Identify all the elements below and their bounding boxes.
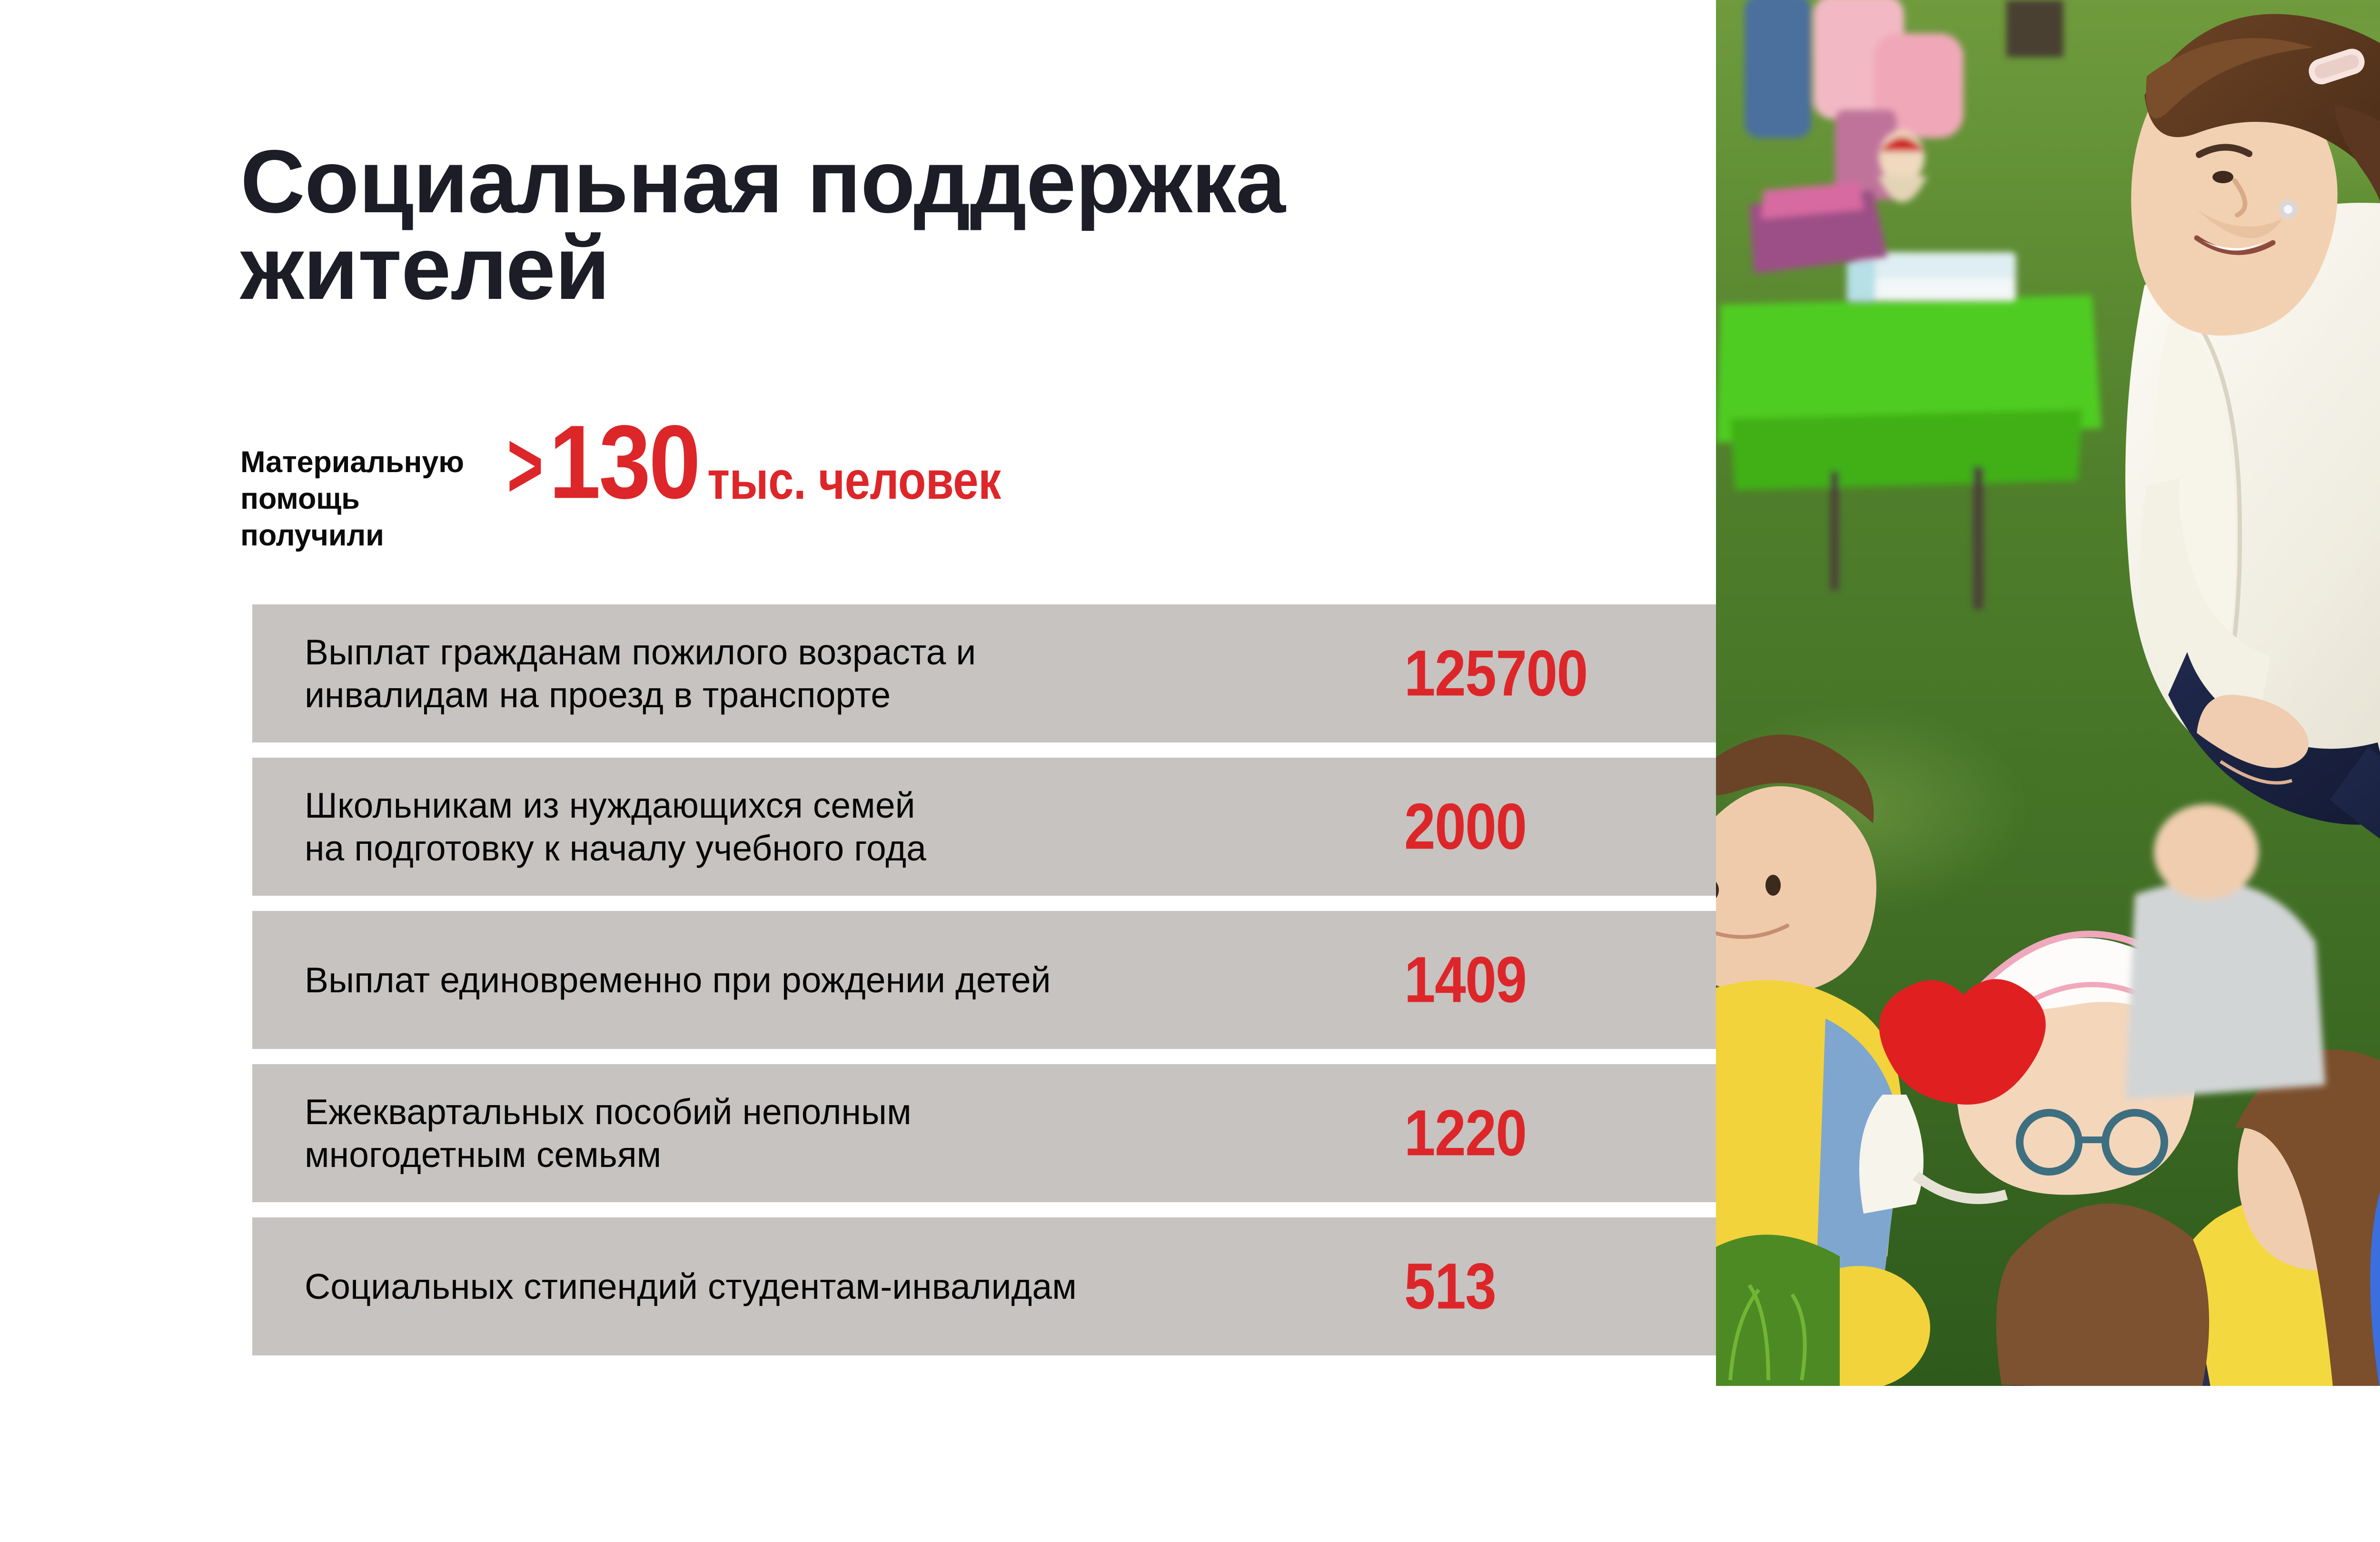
table-row-label-line-1: Социальных стипендий студентам-инвалидам bbox=[305, 1266, 1077, 1306]
slide-photo bbox=[1716, 0, 2380, 1386]
table-row-label-line-2: на подготовку к началу учебного года bbox=[305, 828, 926, 868]
table-row-label-line-1: Выплат единовременно при рождении детей bbox=[305, 960, 1051, 1000]
table-row-value: 1220 bbox=[1404, 1101, 1527, 1166]
table-row-value: 125700 bbox=[1404, 641, 1588, 706]
kpi-label-line-2: помощь получили bbox=[240, 482, 384, 552]
table-row-label-line-2: инвалидам на проезд в транспорте bbox=[305, 675, 891, 715]
page-title: Социальная поддержка жителей bbox=[240, 131, 1526, 318]
table-row: Социальных стипендий студентам-инвалидам… bbox=[252, 1217, 1716, 1355]
table-row-value-text: 2000 bbox=[1404, 790, 1527, 863]
table-row-value: 2000 bbox=[1404, 794, 1527, 860]
kpi-figure: > 130 тыс. человек bbox=[507, 410, 1013, 518]
table-row: Школьникам из нуждающихся семей на подго… bbox=[252, 758, 1716, 896]
table-row-label: Выплат единовременно при рождении детей bbox=[305, 959, 1342, 1001]
kpi-greater-than-symbol: > bbox=[507, 412, 544, 518]
table-row-label-line-1: Выплат гражданам пожилого возраста и bbox=[305, 632, 976, 672]
table-row-label: Социальных стипендий студентам-инвалидам bbox=[305, 1265, 1342, 1308]
kpi-headline: Материальную помощь получили > 130 тыс. … bbox=[240, 410, 1573, 552]
table-row-value-text: 1409 bbox=[1404, 943, 1527, 1017]
page-title-line-2: жителей bbox=[240, 218, 610, 318]
table-row-value: 1409 bbox=[1404, 948, 1527, 1013]
table-row-label: Школьникам из нуждающихся семей на подго… bbox=[305, 784, 1342, 870]
table-row-label: Выплат гражданам пожилого возраста и инв… bbox=[305, 631, 1342, 716]
kpi-number: 130 bbox=[549, 404, 701, 521]
kpi-label-line-1: Материальную bbox=[240, 445, 464, 479]
table-row-value-text: 125700 bbox=[1404, 637, 1588, 710]
table-row-label-line-1: Ежеквартальных пособий неполным bbox=[305, 1092, 912, 1132]
page-title-line-1: Социальная поддержка bbox=[240, 131, 1286, 231]
table-row-value-text: 1220 bbox=[1404, 1097, 1527, 1170]
kpi-label: Материальную помощь получили bbox=[240, 444, 488, 554]
table-row-label: Ежеквартальных пособий неполным многодет… bbox=[305, 1090, 1342, 1176]
table-row: Выплат гражданам пожилого возраста и инв… bbox=[252, 604, 1716, 742]
statistics-table: Выплат гражданам пожилого возраста и инв… bbox=[252, 604, 1716, 1355]
table-row: Выплат единовременно при рождении детей … bbox=[252, 911, 1716, 1049]
table-row-value: 513 bbox=[1404, 1254, 1497, 1319]
table-row-label-line-2: многодетным семьям bbox=[305, 1135, 662, 1175]
table-row: Ежеквартальных пособий неполным многодет… bbox=[252, 1064, 1716, 1202]
table-row-value-text: 513 bbox=[1404, 1250, 1497, 1323]
photo-illustration bbox=[1716, 0, 2380, 1386]
kpi-unit-label: тыс. человек bbox=[707, 451, 1001, 511]
table-row-label-line-1: Школьникам из нуждающихся семей bbox=[305, 785, 915, 825]
